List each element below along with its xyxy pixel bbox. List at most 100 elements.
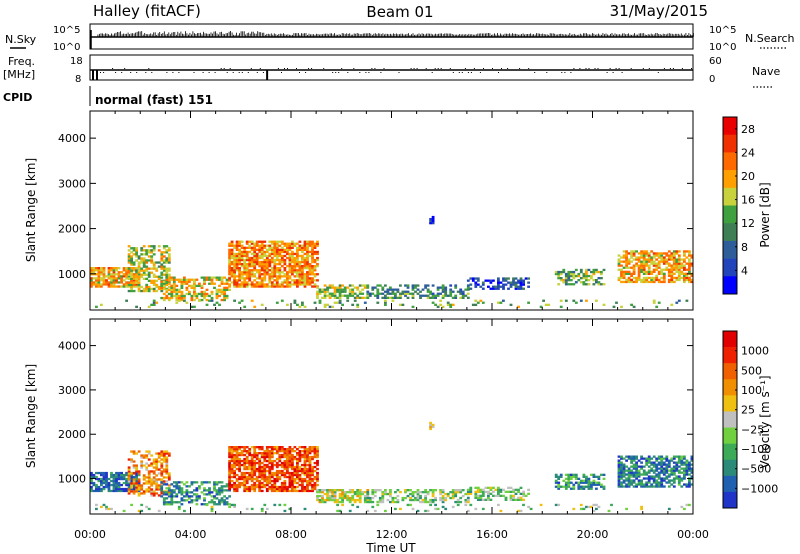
heatmap-cell xyxy=(622,465,626,468)
heatmap-cell xyxy=(351,503,355,507)
heatmap-cell xyxy=(688,503,691,507)
heatmap-cell xyxy=(647,276,651,280)
heatmap-cell xyxy=(391,498,395,502)
heatmap-cell xyxy=(142,257,146,260)
heatmap-cell xyxy=(637,266,641,269)
heatmap-cell xyxy=(245,471,249,475)
heatmap-cell xyxy=(275,281,279,284)
heatmap-cell xyxy=(275,450,279,453)
heatmap-cell xyxy=(165,288,169,291)
noise-sample xyxy=(186,33,188,37)
heatmap-cell xyxy=(230,463,234,467)
heatmap-cell xyxy=(602,477,606,480)
heatmap-cell xyxy=(288,479,292,483)
noise-sample xyxy=(168,32,170,37)
noise-sample xyxy=(385,33,387,37)
heatmap-cell xyxy=(306,252,309,256)
noise-sample xyxy=(329,33,331,37)
heatmap-cell xyxy=(308,489,312,493)
heatmap-cell xyxy=(429,296,432,299)
heatmap-cell xyxy=(336,509,339,513)
heatmap-cell xyxy=(306,275,309,278)
heatmap-cell xyxy=(248,279,252,282)
heatmap-cell xyxy=(240,452,244,455)
heatmap-cell xyxy=(162,296,166,300)
heatmap-cell xyxy=(260,465,264,469)
heatmap-cell xyxy=(677,479,681,482)
heatmap-cell xyxy=(100,303,103,306)
heatmap-cell xyxy=(688,467,691,470)
heatmap-cell xyxy=(208,489,211,492)
heatmap-cell xyxy=(640,467,643,470)
heatmap-cell xyxy=(655,457,659,460)
heatmap-cell xyxy=(296,453,299,457)
heatmap-cell xyxy=(306,279,309,282)
heatmap-cell xyxy=(260,244,264,247)
heatmap-cell xyxy=(645,457,649,460)
heatmap-cell xyxy=(298,489,302,493)
heatmap-cell xyxy=(275,461,279,465)
heatmap-cell xyxy=(288,285,292,288)
heatmap-cell xyxy=(142,277,146,280)
heatmap-cell xyxy=(150,492,154,495)
heatmap-cell xyxy=(205,276,209,279)
heatmap-cell xyxy=(492,486,495,489)
heatmap-cell xyxy=(145,251,149,254)
noise-sample xyxy=(317,34,319,37)
heatmap-cell xyxy=(205,292,209,296)
heatmap-cell xyxy=(504,490,508,493)
heatmap-cell xyxy=(127,458,131,461)
heatmap-cell xyxy=(394,296,397,299)
heatmap-cell xyxy=(677,475,681,478)
heatmap-cell xyxy=(459,288,463,291)
heatmap-cell xyxy=(389,491,392,494)
heatmap-cell xyxy=(145,249,149,252)
heatmap-cell xyxy=(378,498,382,502)
noise-sample xyxy=(286,34,287,37)
heatmap-cell xyxy=(175,485,179,488)
heatmap-cell xyxy=(273,240,277,243)
heatmap-cell xyxy=(587,477,591,480)
noise-sample xyxy=(103,34,105,37)
noise-sample xyxy=(322,34,323,37)
nave-sample xyxy=(130,72,132,73)
heatmap-cell xyxy=(238,254,241,258)
heatmap-cell xyxy=(180,499,184,502)
heatmap-cell xyxy=(464,503,468,507)
heatmap-cell xyxy=(306,457,309,461)
heatmap-cell xyxy=(95,487,98,491)
nsky-label: N.Sky xyxy=(5,33,37,46)
heatmap-cell xyxy=(311,483,314,487)
heatmap-cell xyxy=(655,252,659,255)
nave-sample xyxy=(657,72,659,73)
heatmap-cell xyxy=(316,473,319,477)
heatmap-cell xyxy=(331,286,334,289)
heatmap-cell xyxy=(102,503,106,507)
heatmap-cell xyxy=(152,253,156,256)
heatmap-cell xyxy=(441,491,445,494)
heatmap-cell xyxy=(268,244,272,247)
heatmap-cell xyxy=(250,457,254,461)
heatmap-cell xyxy=(167,273,171,276)
heatmap-cell xyxy=(625,264,628,267)
heatmap-cell xyxy=(564,272,568,276)
heatmap-cell xyxy=(298,244,302,247)
heatmap-cell xyxy=(489,492,493,495)
heatmap-cell xyxy=(471,279,475,282)
heatmap-cell xyxy=(270,450,274,453)
heatmap-cell xyxy=(180,489,184,492)
noise-sample xyxy=(503,34,504,37)
heatmap-cell xyxy=(688,268,691,271)
heatmap-cell xyxy=(416,498,420,502)
noise-sample xyxy=(225,33,227,37)
heatmap-cell xyxy=(675,260,679,263)
heatmap-cell xyxy=(293,258,297,262)
heatmap-cell xyxy=(273,271,277,274)
heatmap-cell xyxy=(690,280,694,284)
heatmap-cell xyxy=(115,485,118,489)
noise-sample xyxy=(647,34,649,37)
heatmap-cell xyxy=(97,489,101,493)
heatmap-cell xyxy=(456,491,460,494)
heatmap-cell xyxy=(303,477,307,481)
heatmap-cell xyxy=(647,475,651,478)
